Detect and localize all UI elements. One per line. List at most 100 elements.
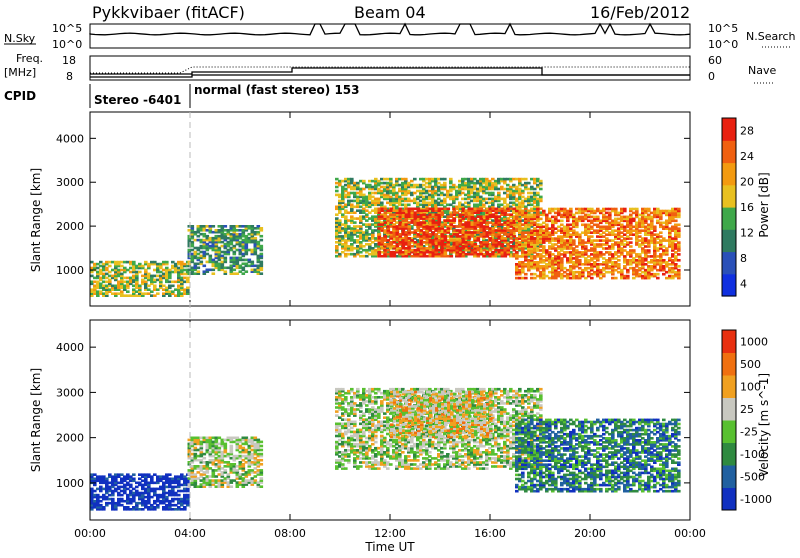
heatmap-cell	[209, 255, 213, 258]
heatmap-cell	[335, 190, 339, 193]
heatmap-cell	[132, 261, 136, 264]
heatmap-cell	[539, 180, 543, 183]
heatmap-cell	[224, 225, 228, 228]
ytick-label: 4000	[56, 132, 84, 145]
heatmap-cell	[450, 255, 454, 258]
heatmap-cell	[614, 277, 618, 280]
heatmap-cell	[254, 237, 258, 240]
heatmap-cell	[677, 269, 681, 272]
heatmap-cell	[677, 227, 681, 230]
heatmap-cell	[647, 208, 651, 211]
heatmap-cell	[423, 221, 427, 224]
heatmap-cell	[539, 188, 543, 191]
heatmap-cell	[677, 208, 681, 211]
heatmap-cell	[498, 219, 502, 222]
heatmap-cell	[474, 243, 478, 246]
heatmap-cell	[245, 270, 249, 273]
heatmap-cell	[527, 182, 531, 185]
heatmap-cell	[542, 245, 546, 248]
heatmap-cell	[590, 235, 594, 238]
freq-label-line1: Freq.	[16, 52, 43, 65]
nsky-trace	[90, 24, 690, 35]
nsky-right-tick-top: 10^5	[708, 22, 738, 35]
nsky-panel-frame	[90, 24, 690, 48]
heatmap-cell	[530, 210, 534, 213]
nsearch-label: N.Search	[746, 30, 796, 43]
heatmap-cell	[413, 178, 417, 181]
heatmap-cell	[260, 239, 264, 242]
heatmap-cell	[626, 275, 630, 278]
freq-label-line2: [MHz]	[4, 66, 36, 79]
heatmap-cell	[203, 265, 207, 268]
heatmap-cell	[132, 478, 136, 481]
heatmap-cell	[444, 235, 448, 238]
nsky-tick-bottom: 10^0	[52, 38, 82, 51]
heatmap-cell	[569, 208, 573, 211]
heatmap-cell	[518, 218, 522, 221]
heatmap-cell	[539, 218, 543, 221]
heatmap-cell	[456, 208, 460, 211]
freq-tick-bottom: 8	[66, 70, 73, 83]
heatmap-cell	[443, 178, 447, 181]
heatmap-cell	[515, 251, 519, 254]
beam-title: Beam 04	[354, 3, 426, 22]
heatmap-cell	[629, 241, 633, 244]
heatmap-cell	[524, 277, 528, 280]
heatmap-cell	[108, 265, 112, 268]
heatmap-cell	[536, 208, 540, 211]
nave-tick-top: 60	[708, 54, 722, 67]
heatmap-cell	[491, 192, 495, 195]
heatmap-cell	[441, 211, 445, 214]
heatmap-cell	[656, 277, 660, 280]
heatmap-cell	[408, 225, 412, 228]
heatmap-cell	[407, 204, 411, 207]
heatmap-cell	[584, 245, 588, 248]
heatmap-cell	[186, 287, 190, 290]
nave-tick-bottom: 0	[708, 70, 715, 83]
heatmap-cell	[374, 208, 378, 211]
ytick-label: 2000	[56, 220, 84, 233]
heatmap-cell	[677, 265, 681, 268]
station-title: Pykkvibaer (fitACF)	[92, 3, 245, 22]
heatmap-cell	[224, 270, 228, 273]
heatmap-cell	[545, 224, 549, 227]
nave-label: Nave	[748, 64, 776, 77]
cpid-segment-1: Stereo -6401	[94, 93, 181, 107]
heatmap-cell	[596, 216, 600, 219]
nsky-label: N.Sky	[4, 32, 36, 45]
heatmap-cell	[521, 247, 525, 250]
heatmap-cell	[629, 237, 633, 240]
heatmap-cell	[590, 277, 594, 280]
heatmap-cell	[497, 192, 501, 195]
heatmap-cell	[614, 208, 618, 211]
heatmap-cell	[260, 227, 264, 230]
heatmap-cell	[344, 215, 348, 218]
heatmap-cell	[260, 253, 264, 256]
heatmap-cell	[384, 235, 388, 238]
heatmap-cell	[656, 273, 660, 276]
heatmap-cell	[632, 249, 636, 252]
heatmap-cell	[212, 225, 216, 228]
heatmap-cell	[156, 292, 160, 295]
heatmap-cell	[378, 251, 382, 254]
heatmap-cell	[165, 261, 169, 264]
cpid-label: CPID	[4, 89, 36, 103]
heatmap-cell	[338, 219, 342, 222]
heatmap-cell	[132, 473, 136, 476]
nave-solid-trace	[90, 68, 690, 75]
heatmap-cell	[260, 261, 264, 264]
heatmap-cell	[378, 233, 382, 236]
heatmap-cell	[186, 277, 190, 280]
heatmap-cell	[524, 273, 528, 276]
heatmap-cell	[572, 239, 576, 242]
heatmap-cell	[674, 220, 678, 223]
heatmap-cell	[126, 290, 130, 293]
heatmap-cell	[560, 220, 564, 223]
heatmap-cell	[539, 196, 543, 199]
nsky-right-tick-bottom: 10^0	[708, 38, 738, 51]
cpid-segment-2: normal (fast stereo) 153	[194, 83, 360, 97]
heatmap-cell	[260, 245, 264, 248]
